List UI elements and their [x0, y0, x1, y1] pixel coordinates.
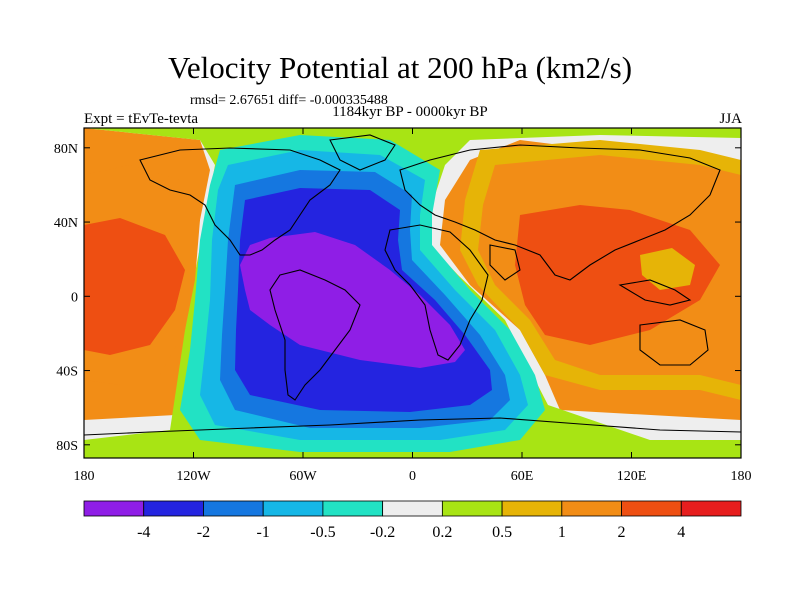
- colorbar-label: 1: [558, 524, 566, 541]
- fill-west-red-orange: [84, 218, 185, 355]
- colorbar-label: 0.2: [432, 524, 452, 541]
- figure-title: Velocity Potential at 200 hPa (km2/s): [167, 50, 633, 85]
- colorbar-label: -0.2: [370, 524, 395, 541]
- colorbar-swatch: [621, 500, 682, 517]
- colorbar-label: -2: [197, 524, 210, 541]
- experiment-label: Expt = tEvTe-tevta: [84, 111, 199, 127]
- y-tick-label: 80N: [54, 142, 78, 157]
- x-tick-label: 60E: [511, 469, 534, 484]
- y-tick-label: 40S: [56, 365, 78, 380]
- season-label: JJA: [719, 111, 742, 127]
- colorbar-swatch: [322, 500, 384, 517]
- fill-east-gold-core: [640, 248, 695, 290]
- colorbar-swatch: [501, 500, 563, 517]
- colorbar-swatch: [441, 500, 503, 517]
- period-label: 1184kyr BP - 0000kyr BP: [332, 104, 488, 120]
- coast-australia: [639, 319, 709, 366]
- coast-south-america: [269, 269, 361, 401]
- colorbar-label: -0.5: [310, 524, 335, 541]
- colorbar-swatch: [83, 500, 145, 517]
- colorbar-swatch: [680, 500, 742, 517]
- y-tick-label: 40N: [54, 216, 78, 231]
- x-tick-label: 0: [409, 469, 416, 484]
- colorbar: -4 -2 -1 -0.5 -0.2 0.2 0.5 1 2 4: [83, 500, 742, 541]
- colorbar-label: -1: [257, 524, 270, 541]
- x-tick-label: 180: [731, 469, 752, 484]
- x-tick-label: 120W: [176, 469, 211, 484]
- x-tick-label: 120E: [617, 469, 647, 484]
- colorbar-label: 2: [618, 524, 626, 541]
- x-tick-label: 60W: [289, 469, 317, 484]
- colorbar-swatch: [262, 500, 324, 517]
- colorbar-swatch: [561, 500, 622, 517]
- y-tick-label: 80S: [56, 439, 78, 454]
- coast-africa: [384, 224, 489, 361]
- fill-east-red-orange: [515, 205, 720, 345]
- colorbar-label: -4: [137, 524, 150, 541]
- coastline-layer: [84, 134, 741, 436]
- fill-purple: [240, 232, 465, 368]
- coast-arabia: [489, 244, 521, 281]
- stats-string: rmsd= 2.67651 diff= -0.000335488: [190, 93, 388, 108]
- coast-antarctica: [84, 417, 741, 436]
- colorbar-swatch: [203, 500, 264, 517]
- colorbar-label: 0.5: [492, 524, 512, 541]
- contour-fill-layer: [84, 128, 741, 458]
- axis-ticks: 180 120W 60W 0 60E 120E 180 80N 40N 0 40S 80S: [54, 128, 752, 484]
- coast-eurasia: [399, 144, 721, 281]
- x-tick-label: 180: [74, 469, 95, 484]
- y-tick-label: 0: [71, 290, 78, 305]
- coast-maritime: [618, 279, 692, 306]
- colorbar-label: 4: [677, 524, 685, 541]
- colorbar-swatch: [143, 500, 204, 517]
- coast-north-america: [139, 147, 341, 256]
- coast-greenland: [329, 134, 396, 171]
- colorbar-swatch: [382, 500, 443, 517]
